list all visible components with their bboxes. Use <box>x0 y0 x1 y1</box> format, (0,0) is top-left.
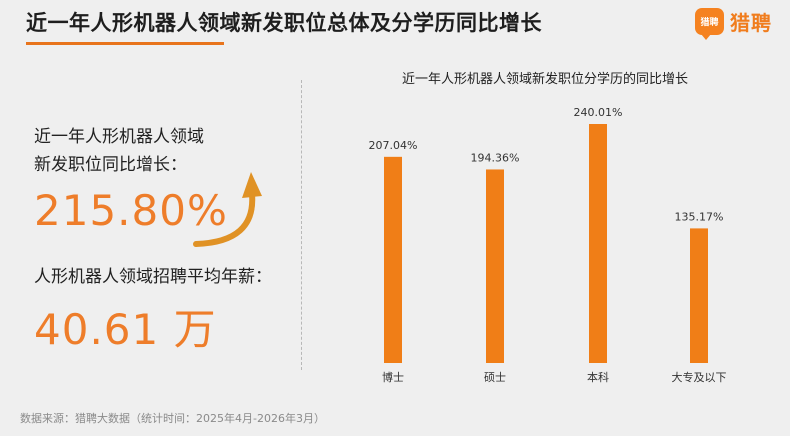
data-source-note: 数据来源：猎聘大数据（统计时间：2025年4月-2026年3月） <box>20 412 325 425</box>
bar-value-label-4: 135.17% <box>675 210 724 223</box>
page-title: 近一年人形机器人领域新发职位总体及分学历同比增长 <box>26 11 542 35</box>
logo-badge-text: 猎聘 <box>700 18 719 28</box>
category-label-4: 大专及以下 <box>672 370 727 384</box>
growth-label-line2: 新发职位同比增长： <box>34 155 187 175</box>
education-growth-chart: 近一年人形机器人领域新发职位分学历的同比增长 207.04% 博士 194.36% 硕… <box>369 71 727 384</box>
category-label-1: 博士 <box>382 371 404 384</box>
brand-logo: 猎聘 猎聘 <box>695 7 772 40</box>
bar-value-label-2: 194.36% <box>471 151 520 164</box>
category-label-3: 本科 <box>587 370 609 384</box>
bar-value-label-1: 207.04% <box>369 139 418 152</box>
logo-text: 猎聘 <box>730 11 772 35</box>
bar-1 <box>384 156 402 363</box>
section-divider <box>301 80 302 370</box>
logo-badge-icon: 猎聘 <box>695 8 724 40</box>
bar-2 <box>486 169 504 363</box>
category-label-2: 硕士 <box>484 371 506 384</box>
salary-value: 40.61 万 <box>34 305 217 354</box>
bar-3 <box>589 124 607 363</box>
title-underline <box>26 42 224 45</box>
salary-label: 人形机器人领域招聘平均年薪： <box>34 267 272 287</box>
growth-value: 215.80% <box>34 186 228 235</box>
growth-label-line1: 近一年人形机器人领域 <box>34 127 204 147</box>
bar-4 <box>690 228 708 363</box>
chart-title: 近一年人形机器人领域新发职位分学历的同比增长 <box>402 71 688 87</box>
curved-arrow-icon <box>193 172 262 247</box>
bar-value-label-3: 240.01% <box>574 106 623 119</box>
